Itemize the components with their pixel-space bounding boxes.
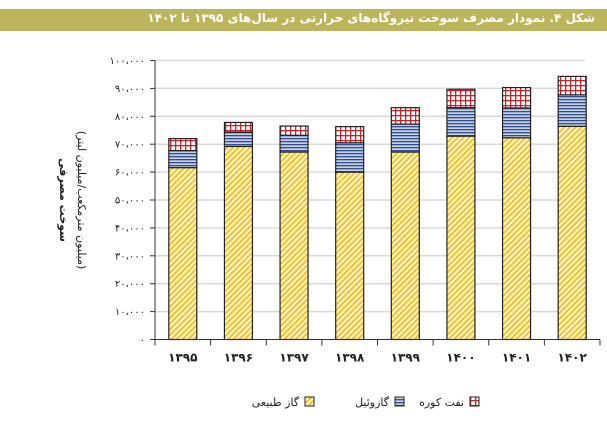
figure-title: شکل ۴. نمودار مصرف سوخت نیروگاه‌های حرار… [147, 11, 595, 25]
bar-segment-natural-gas [335, 171, 365, 341]
y-tick-label: ۹۰،۰۰۰ [115, 84, 145, 95]
bar-segment-fuel-oil [390, 107, 420, 125]
y-tick-label: ۱۰۰،۰۰۰ [110, 56, 145, 67]
bar-segment-diesel [557, 94, 587, 127]
legend-swatch [394, 396, 405, 407]
bar-segment-fuel-oil [168, 138, 198, 152]
legend-label: نفت کوره [419, 396, 464, 409]
bar-segment-fuel-oil [335, 126, 365, 144]
y-tick-label: ۲۰،۰۰۰ [115, 279, 145, 290]
bar-segment-diesel [223, 131, 254, 148]
y-tick-label: ۳۰،۰۰۰ [115, 251, 145, 262]
y-tick-label: ۰ [140, 335, 145, 346]
bar-segment-natural-gas [168, 167, 198, 341]
y-axis-title: سوخت مصرفی [57, 158, 70, 242]
legend-label: گاز طبیعی [252, 396, 300, 409]
bar-segment-natural-gas [557, 125, 587, 341]
y-tick-label: ۵۰،۰۰۰ [115, 196, 145, 207]
bar-segment-fuel-oil [501, 86, 532, 109]
bar-segment-fuel-oil [446, 88, 476, 109]
bar-segment-fuel-oil [223, 121, 254, 133]
y-tick-label: ۶۰،۰۰۰ [115, 168, 145, 179]
bar-segment-natural-gas [390, 151, 420, 341]
x-tick-label: ۱۳۹۶ [224, 351, 253, 365]
y-axis-subtitle: (میلیون مترمکعب/میلیون لیتر) [75, 131, 88, 270]
x-tick-label: ۱۴۰۲ [558, 351, 588, 365]
y-tick-label: ۷۰،۰۰۰ [115, 140, 145, 151]
bar-segment-diesel [335, 142, 365, 173]
bar-segment-diesel [168, 150, 198, 169]
bar-segment-natural-gas [279, 151, 309, 341]
bar-segment-fuel-oil [557, 75, 587, 96]
bar-segment-diesel [279, 134, 309, 153]
bar-segment-diesel [501, 107, 532, 139]
x-tick-label: ۱۳۹۸ [335, 351, 365, 365]
y-tick-label: ۱۰،۰۰۰ [115, 307, 145, 318]
bar-segment-fuel-oil [279, 125, 309, 136]
legend-label: گازوئیل [355, 396, 390, 409]
x-tick-label: ۱۳۹۷ [279, 351, 309, 365]
bar-segment-natural-gas [446, 135, 476, 341]
bar-segment-natural-gas [501, 137, 532, 341]
x-tick-label: ۱۳۹۹ [391, 351, 421, 365]
legend-swatch [469, 396, 480, 407]
figure-title-bar: شکل ۴. نمودار مصرف سوخت نیروگاه‌های حرار… [0, 9, 607, 31]
bar-segment-diesel [390, 123, 420, 153]
bar-segment-natural-gas [223, 145, 254, 341]
legend-swatch [304, 396, 315, 407]
bar-segment-diesel [446, 107, 476, 137]
x-tick-label: ۱۴۰۱ [502, 351, 531, 365]
x-tick-label: ۱۳۹۵ [168, 351, 197, 365]
y-tick-label: ۸۰،۰۰۰ [115, 112, 145, 123]
y-tick-label: ۴۰،۰۰۰ [115, 223, 145, 234]
x-tick-label: ۱۴۰۰ [446, 351, 475, 365]
